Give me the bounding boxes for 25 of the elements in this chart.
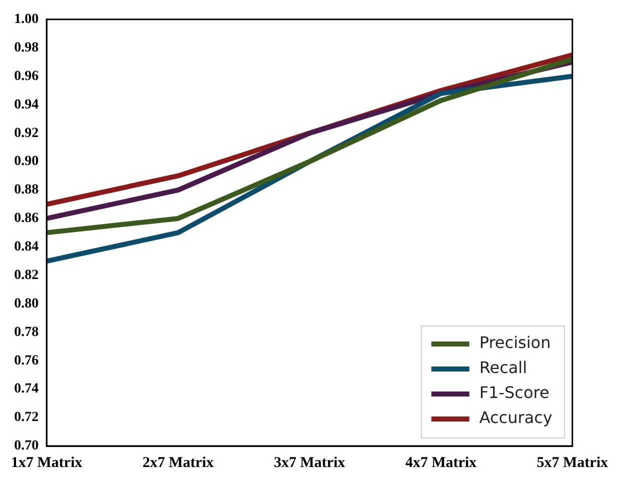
y-tick-label: 0.76 <box>14 353 39 368</box>
legend-label: Precision <box>479 333 551 352</box>
y-tick-label: 0.84 <box>14 240 39 255</box>
y-tick-label: 1.00 <box>14 12 39 28</box>
y-tick-label: 0.82 <box>14 268 39 283</box>
y-tick-label: 0.86 <box>14 211 39 226</box>
legend-label: Accuracy <box>479 408 552 428</box>
x-tick-label: 4x7 Matrix <box>405 454 478 471</box>
y-tick-label: 0.74 <box>14 382 39 397</box>
y-tick-label: 0.94 <box>14 97 39 112</box>
legend-label: Recall <box>479 358 528 378</box>
x-tick-label: 2x7 Matrix <box>142 454 214 471</box>
y-tick-label: 0.90 <box>14 154 39 170</box>
y-tick-label: 0.70 <box>14 438 39 454</box>
y-tick-label: 0.72 <box>14 410 39 426</box>
y-tick-label: 0.80 <box>14 296 39 312</box>
x-tick-label: 3x7 Matrix <box>274 454 346 471</box>
x-tick-label: 1x7 Matrix <box>10 454 83 471</box>
y-tick-label: 0.92 <box>14 126 39 141</box>
y-tick-label: 0.88 <box>14 182 39 198</box>
y-tick-label: 0.98 <box>14 40 39 56</box>
legend-label: F1-Score <box>479 383 550 402</box>
y-tick-label: 0.96 <box>14 68 39 84</box>
y-tick-label: 0.78 <box>14 324 39 340</box>
x-tick-label: 5x7 Matrix <box>536 454 608 471</box>
